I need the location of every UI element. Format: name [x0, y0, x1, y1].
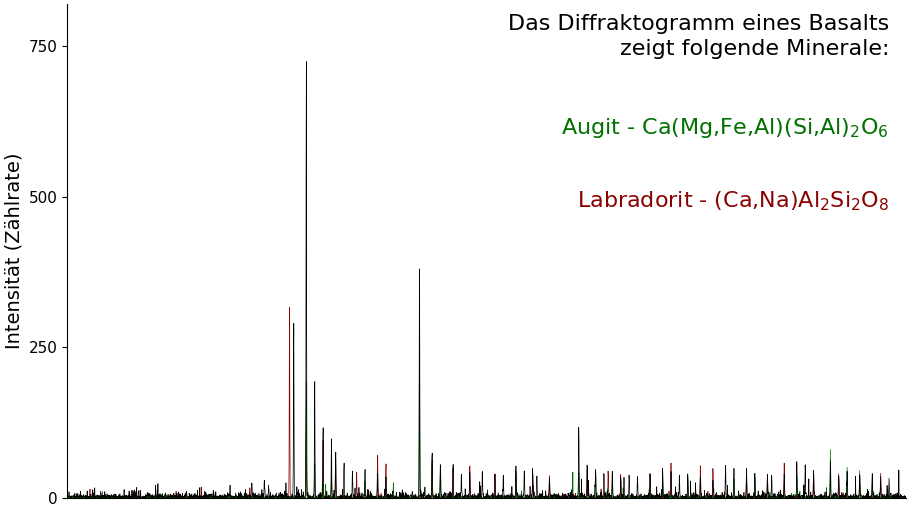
Text: Das Diffraktogramm eines Basalts
zeigt folgende Minerale:: Das Diffraktogramm eines Basalts zeigt f… — [508, 14, 889, 59]
Y-axis label: Intensität (Zählrate): Intensität (Zählrate) — [5, 153, 23, 349]
Text: Labradorit - (Ca,Na)Al$_2$Si$_2$O$_8$: Labradorit - (Ca,Na)Al$_2$Si$_2$O$_8$ — [577, 190, 889, 214]
Text: Augit - Ca(Mg,Fe,Al)(Si,Al)$_2$O$_6$: Augit - Ca(Mg,Fe,Al)(Si,Al)$_2$O$_6$ — [561, 115, 889, 140]
